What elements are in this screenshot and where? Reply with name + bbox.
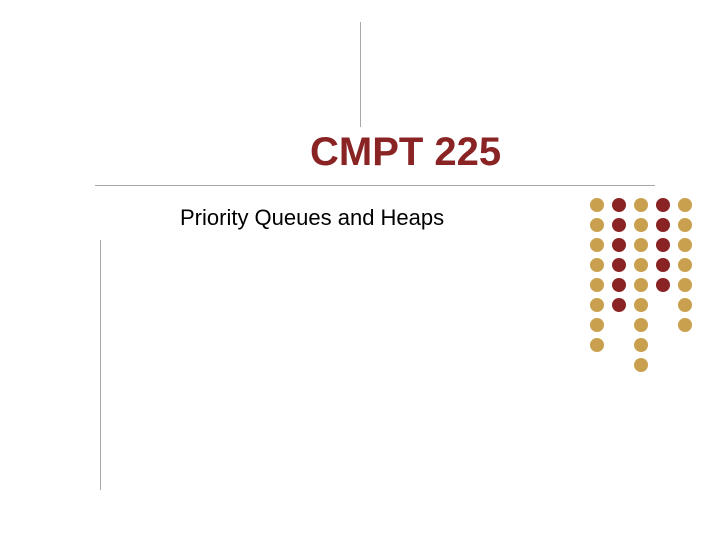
decoration-dot: [634, 298, 648, 312]
decoration-dot: [678, 238, 692, 252]
slide: CMPT 225 Priority Queues and Heaps: [0, 0, 720, 540]
decoration-dot: [678, 298, 692, 312]
decoration-dot: [634, 318, 648, 332]
decoration-dot: [656, 238, 670, 252]
decoration-dot: [656, 258, 670, 272]
horizontal-line: [95, 185, 655, 186]
decoration-dot: [678, 258, 692, 272]
decoration-dot: [634, 238, 648, 252]
decoration-dot: [590, 238, 604, 252]
decoration-dot: [590, 218, 604, 232]
decoration-dot: [590, 298, 604, 312]
decoration-dot: [612, 198, 626, 212]
decoration-dot: [590, 258, 604, 272]
decoration-dot: [634, 338, 648, 352]
decoration-dot: [634, 218, 648, 232]
decoration-dot: [634, 358, 648, 372]
decoration-dot: [590, 198, 604, 212]
decoration-dot: [612, 278, 626, 292]
decoration-dot: [678, 198, 692, 212]
decoration-dot: [590, 338, 604, 352]
vertical-line-bottom: [100, 240, 101, 490]
decoration-dot: [656, 198, 670, 212]
decoration-dot: [656, 278, 670, 292]
decoration-dot: [678, 318, 692, 332]
decoration-dot: [634, 198, 648, 212]
page-subtitle: Priority Queues and Heaps: [180, 205, 444, 231]
decoration-dot: [612, 258, 626, 272]
decoration-dot: [590, 278, 604, 292]
decoration-dot: [634, 278, 648, 292]
decoration-dot: [590, 318, 604, 332]
decoration-dot: [612, 238, 626, 252]
decoration-dot: [678, 218, 692, 232]
decoration-dot: [634, 258, 648, 272]
decoration-dot: [612, 298, 626, 312]
page-title: CMPT 225: [310, 130, 501, 175]
decoration-dot: [656, 218, 670, 232]
decoration-dot: [612, 218, 626, 232]
decoration-dot: [678, 278, 692, 292]
vertical-line-top: [360, 22, 361, 127]
